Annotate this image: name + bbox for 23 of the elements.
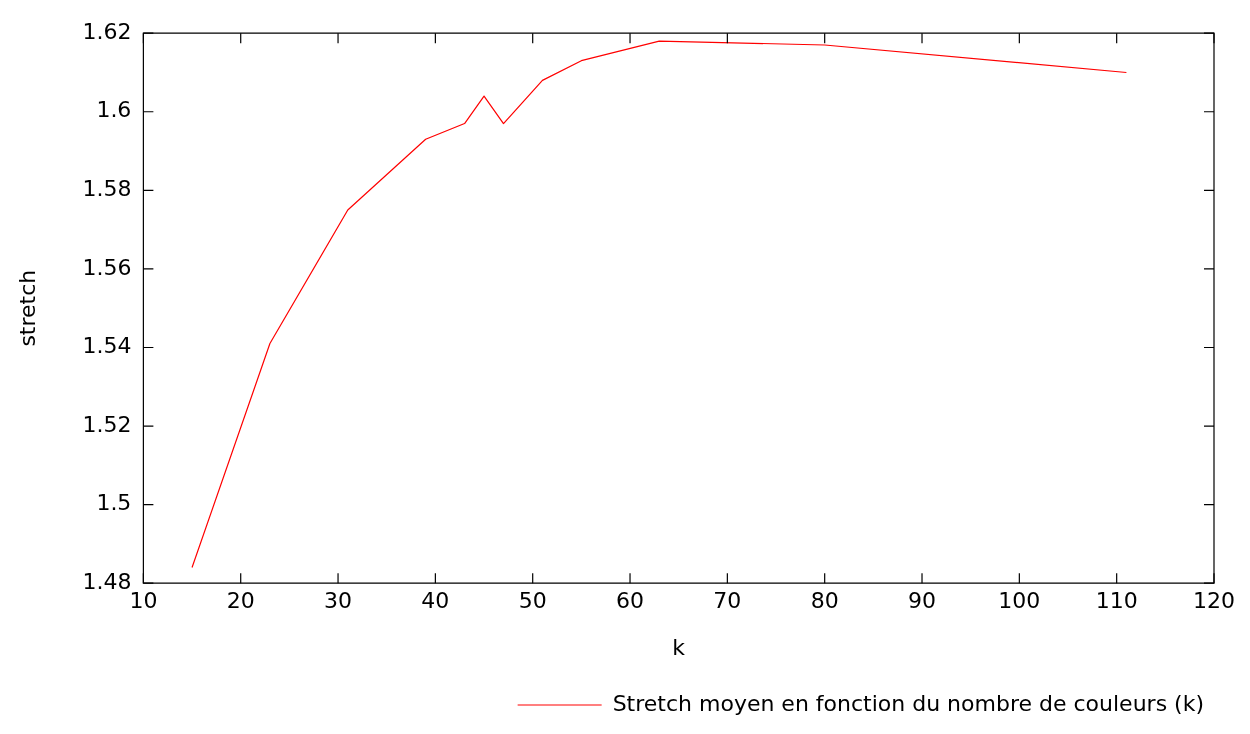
y-tick-label: 1.5 [96,490,132,516]
x-tick-label: 30 [324,588,353,614]
x-tick-label: 60 [616,588,645,614]
y-tick-label: 1.48 [82,568,132,594]
x-tick-label: 10 [129,588,158,614]
x-tick-label: 80 [810,588,839,614]
x-tick-label: 50 [518,588,547,614]
x-tick-label: 90 [908,588,937,614]
x-tick-label: 70 [713,588,742,614]
x-tick-label: 20 [226,588,255,614]
x-tick-label: 100 [998,588,1041,614]
y-tick-label: 1.62 [82,18,132,44]
x-tick-label: 40 [421,588,450,614]
legend-label: Stretch moyen en fonction du nombre de couleurs (k) [612,690,1204,716]
x-tick-label: 110 [1095,588,1138,614]
y-tick-label: 1.58 [82,176,132,202]
x-axis-title: k [672,634,686,660]
x-tick-label: 120 [1193,588,1235,614]
y-axis-title: stretch [14,269,40,347]
y-tick-label: 1.6 [96,97,132,123]
y-tick-label: 1.54 [82,333,132,359]
y-tick-label: 1.56 [82,254,132,280]
y-tick-label: 1.52 [82,411,132,437]
